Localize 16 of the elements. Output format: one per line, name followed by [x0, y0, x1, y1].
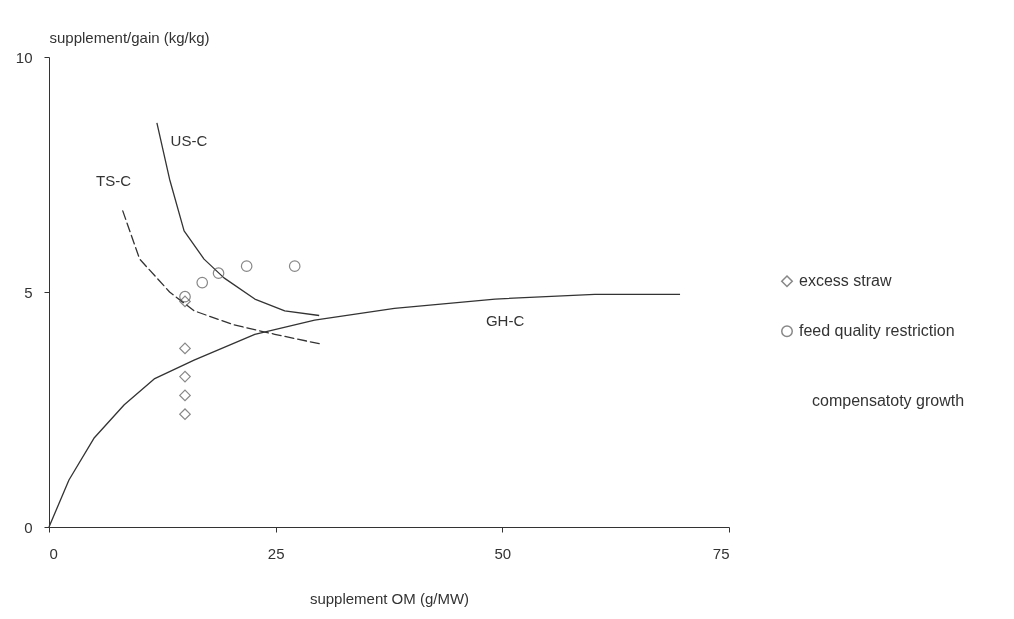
y-tick-label: 10: [15, 48, 33, 66]
x-axis-title: supplement OM (g/MW): [309, 589, 470, 607]
x-tick-label: 25: [267, 544, 285, 562]
text: compensatoty growth: [812, 392, 965, 410]
series-label: GH-C: [485, 312, 525, 330]
legend-label: excess straw: [799, 272, 892, 290]
y-axis-title: supplement/gain (kg/kg): [49, 28, 210, 46]
y-tick-label: 0: [24, 518, 33, 536]
x-tick-label: 0: [49, 544, 58, 562]
x-tick-label: 75: [712, 544, 730, 562]
legend-label: feed quality restriction: [799, 322, 955, 340]
series-label: US-C: [170, 131, 208, 149]
line-series: [156, 122, 320, 317]
y-tick-label: 5: [24, 283, 33, 301]
x-tick-label: 50: [494, 544, 512, 562]
series-label: TS-C: [96, 172, 132, 190]
